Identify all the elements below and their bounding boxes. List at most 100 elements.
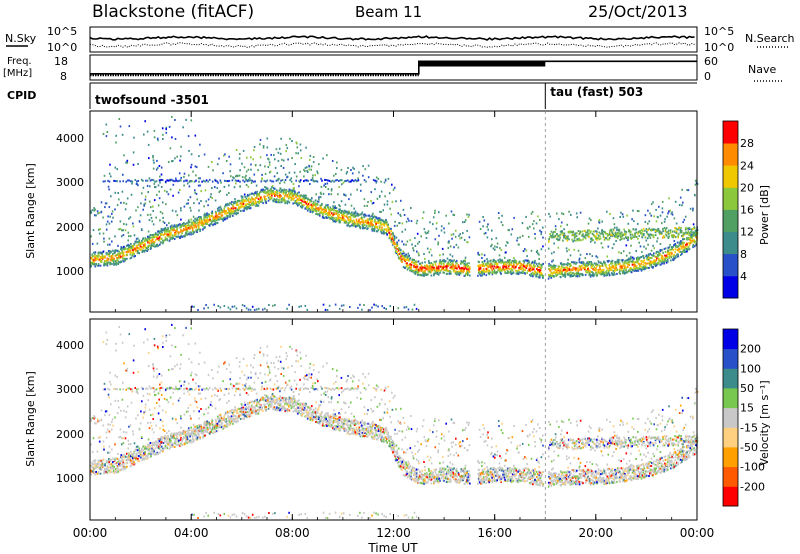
- power-cell: [247, 168, 250, 171]
- power-cell: [592, 264, 595, 267]
- power-cell: [174, 234, 176, 237]
- power-cell: [380, 218, 382, 221]
- power-cell: [656, 257, 658, 260]
- power-cell: [549, 269, 551, 272]
- power-cell: [356, 180, 358, 182]
- power-cell: [538, 269, 541, 271]
- power-cell: [112, 216, 114, 219]
- power-cell: [246, 203, 249, 205]
- power-cell: [178, 223, 180, 226]
- nave-band: [418, 60, 546, 67]
- power-cell: [233, 210, 235, 213]
- power-cell: [678, 226, 680, 229]
- power-cell: [207, 204, 209, 207]
- power-cell: [150, 239, 152, 242]
- velocity-cell: [102, 458, 105, 461]
- power-cell: [613, 271, 615, 274]
- power-cell: [230, 175, 232, 178]
- power-cell: [573, 266, 576, 269]
- power-cell: [642, 230, 644, 233]
- power-cell: [569, 263, 572, 265]
- power-cell: [189, 227, 191, 230]
- power-cell: [615, 239, 617, 242]
- power-cell: [431, 266, 434, 269]
- power-cell: [426, 247, 429, 250]
- power-cell: [138, 247, 140, 249]
- power-cell: [637, 222, 639, 225]
- power-cell: [558, 218, 560, 221]
- power-cell: [352, 214, 354, 217]
- power-cell: [526, 255, 528, 258]
- power-cell: [164, 238, 167, 241]
- power-cell: [577, 249, 580, 252]
- power-cell: [313, 180, 316, 183]
- power-cell: [648, 267, 650, 269]
- power-cell: [242, 179, 244, 182]
- power-cell: [198, 228, 200, 231]
- power-cell: [657, 254, 660, 257]
- power-ytick-2000: 2000: [56, 221, 84, 234]
- power-cell: [313, 204, 315, 206]
- power-cell: [465, 268, 468, 271]
- power-cell: [686, 243, 688, 246]
- power-cell: [693, 231, 696, 234]
- power-cell: [276, 198, 278, 201]
- power-cell: [255, 205, 257, 207]
- power-cell: [159, 219, 161, 222]
- power-cell: [388, 227, 390, 230]
- power-cell: [599, 271, 601, 274]
- power-cell: [104, 256, 106, 259]
- power-cell: [469, 274, 471, 277]
- power-cell: [197, 218, 199, 221]
- power-cell: [336, 217, 339, 220]
- power-cell: [328, 214, 330, 217]
- power-cell: [575, 235, 578, 238]
- velocity-cell: [95, 462, 97, 465]
- power-cell: [150, 216, 153, 219]
- velocity-cell: [107, 451, 109, 454]
- power-cell: [502, 267, 504, 270]
- power-cell: [690, 235, 693, 238]
- power-cell: [369, 215, 371, 218]
- power-cell: [618, 262, 621, 265]
- power-cell: [242, 209, 244, 212]
- power-cell: [204, 180, 206, 183]
- power-cell: [140, 248, 142, 251]
- power-cell: [376, 230, 379, 233]
- power-cell: [573, 262, 575, 265]
- power-cell: [487, 264, 490, 267]
- power-cell: [300, 157, 303, 159]
- velocity-cell: [108, 461, 111, 463]
- power-cell: [389, 305, 392, 308]
- power-cell: [370, 222, 372, 225]
- power-cell: [658, 205, 660, 208]
- power-cell: [135, 241, 137, 244]
- power-cell: [322, 157, 324, 160]
- power-cell: [636, 261, 639, 264]
- power-cell: [225, 160, 228, 162]
- power-cell: [649, 257, 651, 260]
- power-cell: [667, 212, 669, 215]
- power-cell: [114, 249, 116, 252]
- power-cell: [292, 202, 294, 205]
- power-cell: [306, 169, 308, 172]
- power-cell: [143, 203, 145, 206]
- power-cell: [105, 251, 108, 254]
- power-cell: [388, 192, 391, 195]
- frequency-panel: Freq. [MHz] 18 8 60 0 Nave: [3, 54, 784, 83]
- power-cell: [561, 273, 564, 276]
- power-cell: [412, 261, 415, 264]
- power-cell: [661, 259, 664, 261]
- power-cell: [433, 266, 435, 269]
- power-cell: [518, 271, 521, 274]
- power-cell: [423, 266, 426, 269]
- power-colorbar-tick: 12: [740, 226, 754, 239]
- power-cell: [160, 233, 162, 236]
- power-cell: [510, 264, 513, 267]
- power-cell: [383, 228, 386, 231]
- power-cell: [532, 268, 535, 271]
- power-cell: [304, 196, 306, 199]
- power-cell: [494, 248, 496, 251]
- power-cell: [657, 250, 659, 253]
- power-cell: [161, 231, 163, 234]
